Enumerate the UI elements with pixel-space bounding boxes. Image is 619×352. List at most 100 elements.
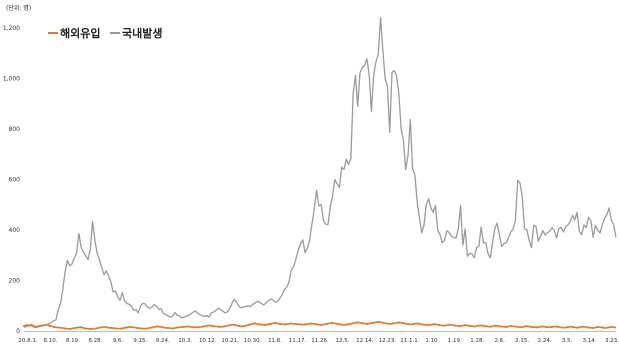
overseas-point	[202, 325, 205, 328]
overseas-point	[458, 325, 461, 328]
overseas-point	[43, 324, 46, 327]
overseas-point	[402, 322, 405, 325]
x-tick-label: 8.10.	[43, 338, 57, 344]
x-tick-label: 3.14.	[583, 338, 597, 344]
x-tick-label: 2.15.	[515, 338, 529, 344]
overseas-point	[361, 322, 364, 325]
overseas-point	[166, 327, 169, 329]
x-tick-label: 10.21.	[221, 338, 239, 344]
overseas-point	[494, 324, 497, 327]
overseas-point	[433, 323, 435, 326]
overseas-point	[48, 325, 51, 327]
overseas-point	[248, 323, 251, 326]
overseas-point	[571, 326, 574, 328]
series-line-domestic	[23, 16, 617, 329]
y-tick-label: 200	[9, 278, 21, 285]
overseas-point	[607, 326, 610, 329]
overseas-point	[581, 325, 584, 328]
overseas-point	[146, 327, 148, 330]
overseas-point	[371, 322, 374, 324]
overseas-point	[320, 324, 323, 326]
overseas-point	[38, 325, 41, 327]
legend: 해외유입 국내발생	[48, 26, 162, 40]
overseas-point	[351, 322, 353, 325]
overseas-point	[99, 326, 102, 329]
x-tick-label: 20.8.1.	[18, 338, 37, 344]
overseas-point	[453, 324, 456, 327]
y-axis: 0 200 400 600 800 1,000 1,200	[3, 25, 20, 335]
overseas-point	[515, 325, 517, 328]
overseas-point	[53, 326, 56, 329]
x-tick-label: 1.10.	[425, 338, 439, 344]
overseas-point	[289, 322, 292, 325]
overseas-point	[161, 326, 164, 329]
overseas-point	[125, 326, 128, 329]
x-tick-label: 9.24.	[156, 338, 170, 344]
overseas-point	[530, 326, 533, 328]
overseas-point	[310, 322, 312, 325]
overseas-point	[279, 323, 282, 325]
overseas-point	[228, 324, 230, 327]
overseas-point	[392, 322, 394, 325]
x-tick-label: 9.15.	[133, 338, 147, 344]
overseas-point	[412, 323, 415, 325]
overseas-point	[407, 323, 410, 326]
overseas-point	[197, 326, 200, 329]
y-tick-label: 1,000	[3, 76, 20, 83]
overseas-point	[315, 323, 318, 326]
overseas-point	[258, 323, 261, 326]
overseas-point	[428, 324, 430, 327]
overseas-point	[243, 325, 246, 327]
x-tick-label: 10.3.	[178, 338, 192, 344]
overseas-point	[448, 323, 451, 326]
overseas-point	[269, 323, 271, 325]
overseas-point	[238, 325, 241, 327]
x-tick-label: 8.28.	[88, 338, 102, 344]
overseas-point	[130, 326, 133, 329]
overseas-point	[469, 325, 471, 327]
overseas-point	[105, 326, 107, 329]
x-tick-label: 12.5.	[335, 338, 349, 344]
overseas-point	[64, 327, 66, 330]
overseas-point	[253, 322, 256, 325]
overseas-point	[366, 323, 369, 325]
overseas-point	[499, 325, 502, 328]
overseas-point	[586, 326, 589, 329]
y-tick-label: 1,200	[3, 25, 20, 32]
overseas-point	[69, 328, 72, 330]
overseas-point	[443, 324, 446, 327]
overseas-point	[89, 328, 92, 330]
overseas-point	[233, 324, 236, 326]
y-tick-label: 400	[9, 227, 21, 234]
overseas-point	[28, 324, 31, 327]
overseas-point	[438, 324, 441, 326]
overseas-point	[417, 322, 420, 325]
y-tick-label: 600	[9, 177, 21, 184]
overseas-point	[556, 325, 558, 328]
overseas-point	[299, 323, 302, 326]
x-tick-label: 10.30.	[244, 338, 262, 344]
overseas-point	[387, 322, 389, 325]
y-tick-label: 800	[9, 126, 21, 133]
overseas-point	[576, 326, 579, 329]
overseas-point	[489, 325, 492, 328]
overseas-point	[545, 326, 548, 329]
x-tick-label: 3.5.	[562, 338, 573, 344]
overseas-point	[510, 325, 512, 327]
overseas-point	[156, 325, 159, 328]
overseas-point	[187, 325, 189, 328]
overseas-point	[561, 326, 564, 329]
overseas-point	[525, 325, 528, 328]
overseas-point	[397, 321, 400, 324]
overseas-point	[335, 322, 338, 325]
overseas-point	[535, 326, 538, 329]
overseas-point	[217, 325, 220, 328]
overseas-point	[340, 323, 343, 326]
overseas-point	[110, 327, 113, 329]
series-line-overseas	[23, 321, 617, 330]
x-tick-label: 3.23.	[605, 338, 619, 344]
overseas-point	[33, 325, 36, 328]
x-tick-label: 12.23.	[379, 338, 397, 344]
overseas-point	[551, 326, 553, 328]
